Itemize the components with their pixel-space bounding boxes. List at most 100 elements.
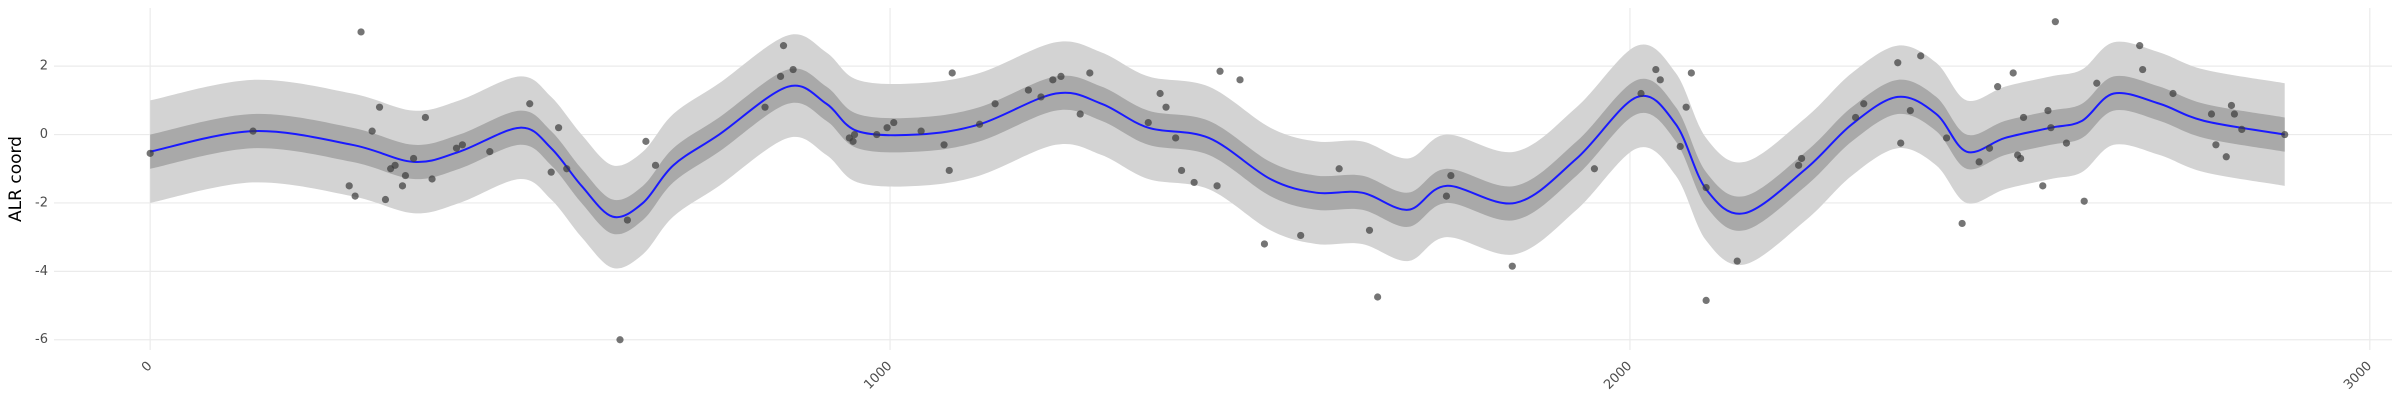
data-point (391, 161, 399, 169)
data-point (2051, 18, 2059, 26)
data-point (1797, 154, 1806, 163)
y-tick-label: -2 (35, 195, 48, 210)
data-point (1652, 65, 1660, 74)
data-point (398, 182, 407, 190)
data-point (873, 130, 881, 139)
data-point (2019, 113, 2028, 122)
data-point (345, 182, 353, 190)
data-point (1894, 59, 1902, 67)
data-point (917, 127, 925, 135)
data-point (975, 120, 984, 128)
data-point (2016, 154, 2025, 163)
data-point (249, 127, 257, 135)
data-point (421, 113, 430, 122)
data-point (1076, 110, 1084, 118)
y-tick-label: 0 (40, 127, 48, 142)
data-point (1795, 161, 1803, 169)
data-point (1057, 72, 1065, 80)
data-point (1733, 257, 1741, 265)
data-point (2080, 197, 2088, 205)
data-point (1942, 134, 1951, 142)
data-point (1994, 83, 2002, 91)
data-point (1216, 67, 1224, 75)
data-point (1851, 113, 1860, 122)
data-point (2230, 110, 2239, 118)
data-point (1374, 293, 1382, 301)
data-point (401, 171, 410, 180)
data-point (2222, 153, 2230, 161)
data-point (2136, 42, 2144, 50)
data-point (428, 175, 436, 183)
data-point (1172, 134, 1180, 142)
data-point (2169, 89, 2177, 98)
data-point (1917, 52, 1925, 60)
data-point (375, 103, 384, 111)
x-tick-label: 0 (139, 359, 155, 375)
data-point (2047, 124, 2055, 132)
data-point (779, 42, 788, 50)
data-point (1508, 262, 1516, 270)
data-point (146, 149, 154, 157)
data-point (526, 100, 534, 108)
data-point (1682, 103, 1690, 111)
data-point (1365, 226, 1374, 234)
data-point (1656, 76, 1664, 84)
data-point (642, 137, 650, 145)
data-point (1860, 100, 1868, 108)
data-point (357, 28, 365, 36)
data-point (486, 148, 494, 156)
data-point (623, 216, 632, 224)
data-point (452, 144, 461, 152)
data-point (563, 165, 571, 173)
data-point (945, 166, 953, 175)
data-point (1037, 93, 1045, 101)
data-point (1297, 231, 1305, 240)
data-point (948, 69, 956, 77)
data-point (409, 154, 418, 163)
data-point (1190, 178, 1198, 187)
data-point (1442, 192, 1451, 200)
data-point (1906, 107, 1914, 115)
data-point (1676, 142, 1684, 151)
data-point (1447, 171, 1455, 180)
data-point (651, 161, 660, 169)
data-point (2044, 107, 2052, 115)
data-point (1024, 86, 1033, 94)
data-point (2281, 130, 2289, 139)
data-point (1590, 165, 1599, 173)
data-point (1177, 166, 1186, 175)
data-point (616, 336, 624, 344)
data-point (1637, 89, 1645, 98)
data-point (1985, 144, 1994, 152)
data-point (2238, 125, 2246, 134)
data-point (776, 72, 785, 80)
data-point (1897, 139, 1905, 147)
data-point (1702, 296, 1710, 305)
data-point (883, 124, 891, 132)
data-point (850, 130, 859, 139)
data-point (1702, 183, 1710, 192)
data-point (1260, 240, 1269, 248)
data-point (890, 118, 898, 127)
data-point (2039, 182, 2047, 190)
data-point (1049, 76, 1057, 84)
x-tick-label: 1000 (861, 359, 895, 393)
data-point (547, 168, 555, 176)
y-axis-label: ALR coord (6, 136, 26, 222)
data-point (2093, 79, 2101, 87)
y-tick-label: -4 (35, 264, 48, 279)
data-point (554, 124, 563, 132)
data-point (2062, 139, 2071, 147)
data-point (1213, 182, 1221, 190)
data-point (1687, 69, 1695, 77)
y-tick-label: -6 (35, 332, 48, 347)
data-point (1162, 103, 1170, 111)
confidence-band (150, 68, 2285, 235)
data-point (368, 127, 376, 135)
data-point (1236, 76, 1244, 84)
data-point (761, 103, 769, 111)
x-tick-label: 3000 (2341, 359, 2375, 393)
data-point (2207, 110, 2216, 118)
data-point (991, 100, 999, 108)
